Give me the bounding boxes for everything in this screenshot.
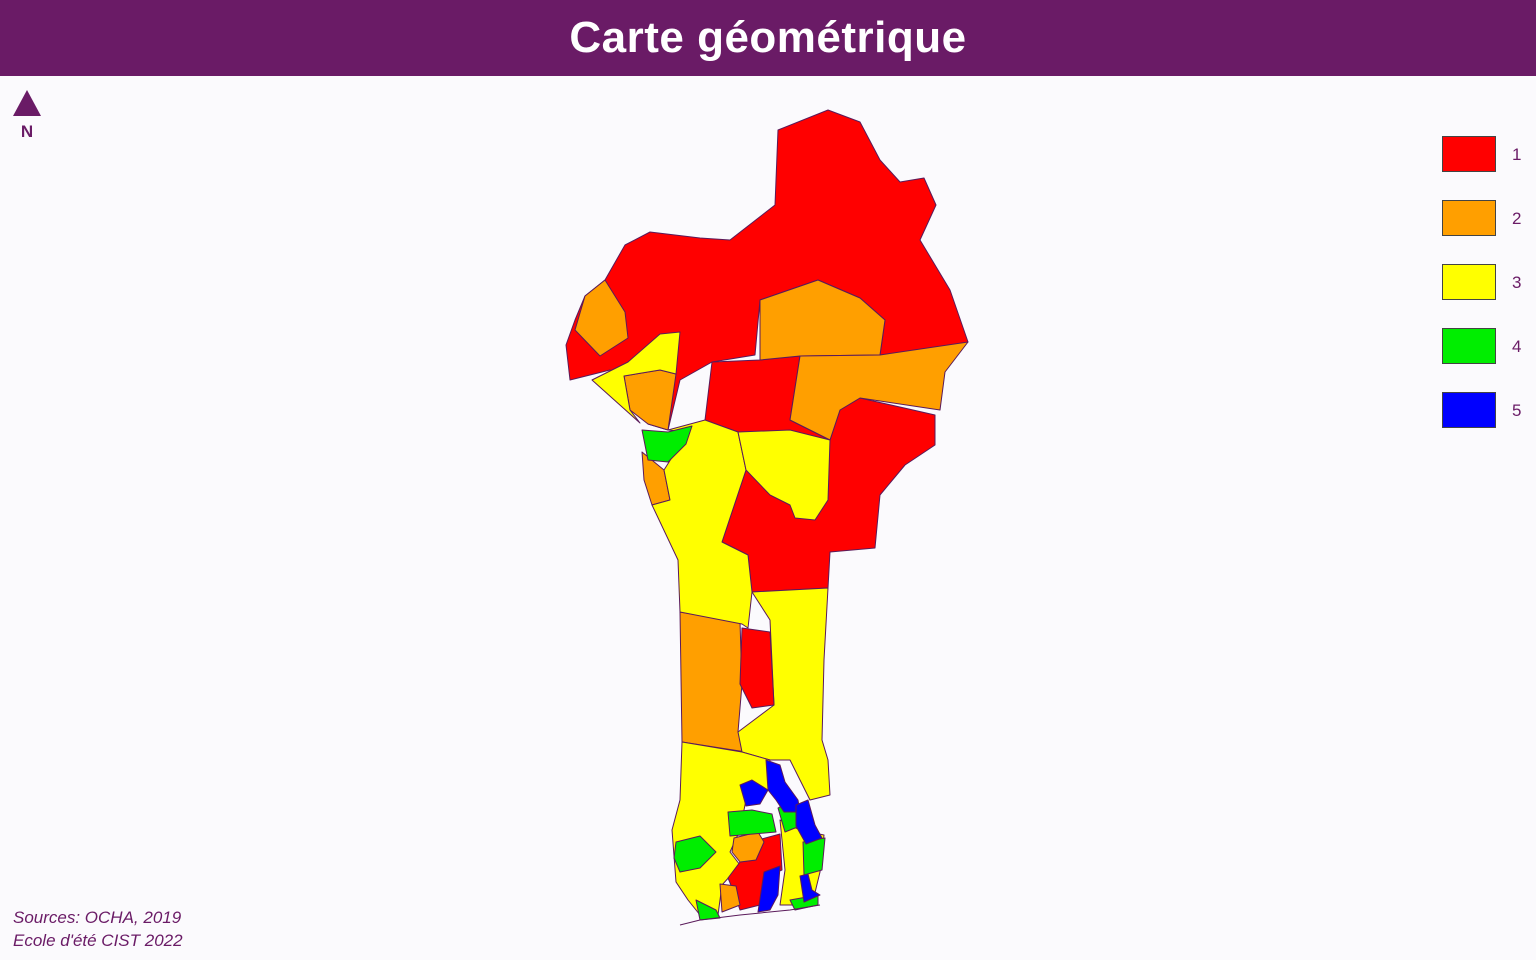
commune-region[interactable] — [673, 835, 717, 873]
commune-region[interactable] — [623, 369, 677, 431]
title-bar: Carte géométrique — [0, 0, 1536, 76]
legend-label-1: 1 — [1512, 145, 1522, 164]
credit-line: Ecole d'été CIST 2022 — [13, 931, 183, 950]
sources-line: Sources: OCHA, 2019 — [13, 908, 182, 927]
legend-label-4: 4 — [1512, 337, 1522, 356]
north-label: N — [20, 122, 34, 141]
legend-swatch-3 — [1442, 264, 1496, 300]
commune-region[interactable] — [574, 279, 629, 357]
commune-region[interactable] — [789, 341, 969, 441]
north-arrow-icon — [13, 90, 41, 116]
commune-region[interactable] — [737, 429, 831, 521]
legend-label-5: 5 — [1512, 401, 1522, 420]
commune-region[interactable] — [739, 627, 775, 709]
coastline — [679, 904, 821, 926]
legend-swatch-1 — [1442, 136, 1496, 172]
commune-region[interactable] — [759, 279, 886, 361]
commune-region[interactable] — [799, 873, 821, 903]
legend-item-1: 1 — [1442, 136, 1532, 174]
commune-region[interactable] — [641, 425, 693, 463]
legend-item-5: 5 — [1442, 392, 1532, 430]
commune-region[interactable] — [679, 611, 747, 753]
legend-label-2: 2 — [1512, 209, 1522, 228]
north-arrow: N — [12, 88, 44, 144]
commune-region[interactable] — [795, 799, 823, 845]
legend-swatch-2 — [1442, 200, 1496, 236]
legend-label-3: 3 — [1512, 273, 1522, 292]
legend-item-4: 4 — [1442, 328, 1532, 366]
legend-item-3: 3 — [1442, 264, 1532, 302]
legend-swatch-4 — [1442, 328, 1496, 364]
legend-item-2: 2 — [1442, 200, 1532, 238]
commune-region[interactable] — [591, 331, 681, 424]
commune-region[interactable] — [737, 587, 831, 801]
sources-note: Sources: OCHA, 2019 Ecole d'été CIST 202… — [13, 906, 183, 952]
commune-region[interactable] — [727, 809, 777, 837]
commune-region[interactable] — [719, 883, 741, 913]
commune-region[interactable] — [757, 865, 781, 913]
commune-region[interactable] — [739, 779, 769, 807]
legend-swatch-5 — [1442, 392, 1496, 428]
map-title: Carte géométrique — [569, 13, 967, 62]
